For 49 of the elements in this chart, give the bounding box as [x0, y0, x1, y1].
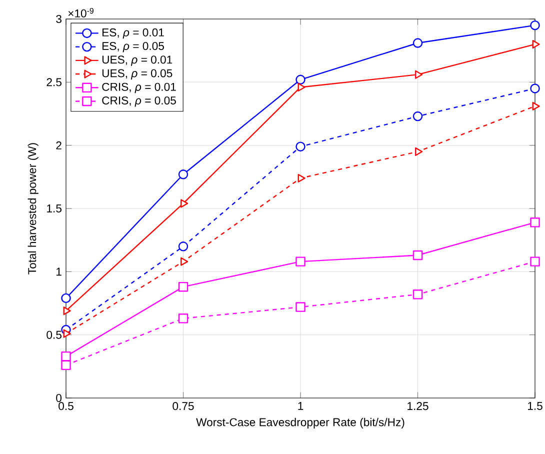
legend-label: ES, ρ = 0.05: [102, 42, 164, 52]
point: [178, 314, 188, 324]
x-tick-label: 1: [298, 402, 304, 410]
point: [412, 290, 423, 300]
point: [61, 293, 71, 304]
point: [296, 302, 306, 312]
point: [530, 20, 540, 30]
legend-label: CRIS, ρ = 0.05: [102, 96, 176, 107]
text: ×10$^{-9}$: [68, 8, 94, 18]
point: [412, 250, 423, 260]
point: [180, 257, 188, 266]
point: [61, 360, 71, 370]
x-tick-label: 0.75: [172, 402, 194, 410]
point: [296, 256, 306, 266]
x-tick-label: 1.25: [408, 402, 428, 410]
point: [415, 147, 423, 156]
legend-label: UES, ρ = 0.05: [102, 69, 172, 80]
point: [63, 306, 71, 316]
y-tick-label: 3: [56, 14, 62, 24]
y-axis-title: Total harvested power (W): [28, 143, 38, 274]
point: [532, 40, 540, 49]
point: [178, 170, 188, 180]
x-axis-title: Worst-Case Eavesdropper Rate (bit/s/Hz): [196, 418, 404, 428]
point: [296, 74, 306, 85]
point: [530, 218, 540, 228]
point: [63, 329, 71, 338]
legend-label: ES, ρ = 0.01: [102, 28, 164, 39]
point: [412, 111, 423, 122]
point: [296, 142, 306, 152]
y-tick-label: 0: [56, 394, 62, 402]
y-tick-label: 1.5: [47, 204, 62, 212]
point: [530, 256, 540, 266]
y-tick-label: 0.5: [46, 330, 62, 339]
legend-label: CRIS, ρ = 0.01: [102, 82, 176, 94]
point: [178, 242, 188, 252]
y-tick-label: 1: [56, 268, 62, 276]
point: [412, 38, 423, 48]
point: [530, 84, 540, 94]
point: [298, 174, 306, 182]
point: [180, 199, 188, 208]
point: [178, 282, 188, 292]
point: [532, 102, 540, 110]
point: [298, 82, 306, 92]
legend-label: UES, ρ = 0.01: [102, 56, 172, 66]
point: [61, 351, 71, 362]
point: [415, 70, 423, 79]
y-tick-label: 2: [56, 141, 62, 150]
y-tick-label: 2.5: [46, 78, 62, 86]
x-tick-label: 1.5: [528, 402, 542, 410]
